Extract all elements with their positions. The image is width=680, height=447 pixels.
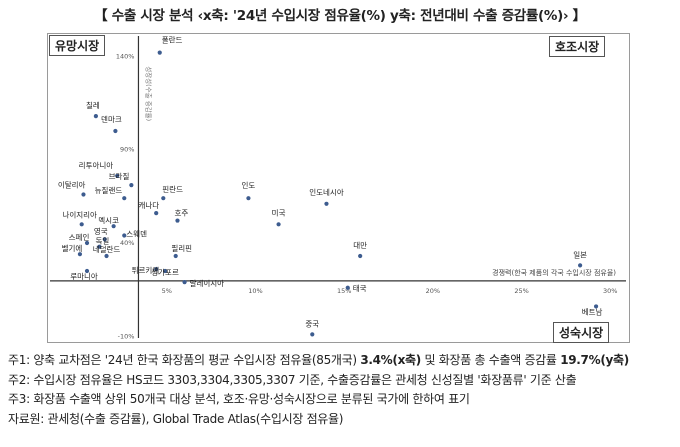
data-point bbox=[358, 253, 363, 259]
data-point-label: 미국 bbox=[272, 208, 286, 217]
y-tick-label: 90% bbox=[120, 146, 134, 154]
footnote-1-mid: 및 화장품 총 수출액 증감률 bbox=[420, 353, 561, 367]
data-point bbox=[345, 285, 350, 290]
data-point-label: 브라질 bbox=[109, 172, 130, 181]
data-point-label: 독일 bbox=[96, 237, 110, 246]
data-point-label: 싱가포르 bbox=[151, 267, 179, 277]
data-point-label: 말레이시아 bbox=[190, 278, 225, 288]
data-point bbox=[102, 237, 107, 242]
data-point bbox=[115, 173, 120, 178]
y-tick-label: -10% bbox=[118, 332, 135, 340]
data-point bbox=[161, 196, 166, 201]
x-tick-label: 15% bbox=[337, 287, 351, 295]
data-point bbox=[104, 253, 109, 259]
footnote-1-y-value: 19.7%(y축) bbox=[560, 353, 629, 367]
quadrant-label-mature: 성숙시장 bbox=[553, 322, 610, 343]
data-point bbox=[246, 196, 251, 201]
data-point-label: 스웨덴 bbox=[126, 230, 147, 239]
y-axis-label: 성장성(수출 증감률) bbox=[144, 66, 153, 121]
data-point bbox=[129, 183, 134, 188]
data-point-label: 뉴질랜드 bbox=[95, 185, 123, 195]
footnote-1-x-value: 3.4%(x축) bbox=[360, 353, 421, 367]
data-point bbox=[157, 50, 162, 55]
x-tick-label: 10% bbox=[248, 287, 262, 295]
footnote-1-text: 주1: 양축 교차점은 '24년 한국 화장품의 평균 수입시장 점유율(85개… bbox=[8, 353, 361, 367]
footnote-2: 주2: 수입시장 점유율은 HS코드 3303,3304,3305,3307 기… bbox=[8, 372, 577, 387]
data-point-label: 멕시코 bbox=[98, 215, 119, 225]
data-point bbox=[578, 263, 583, 268]
data-point bbox=[182, 280, 187, 285]
data-point-label: 필리핀 bbox=[171, 243, 192, 253]
x-tick-label: 30% bbox=[603, 287, 617, 295]
chart-title: 【 수출 시장 분석 ‹x축: '24년 수입시장 점유율(%) y축: 전년대… bbox=[94, 8, 586, 24]
footnote-source: 자료원: 관세청(수출 증감률), Global Trade Atlas(수입시… bbox=[8, 411, 344, 426]
data-point-label: 태국 bbox=[353, 284, 367, 293]
data-point-label: 나이지리아 bbox=[62, 209, 97, 219]
footnote-3: 주3: 화장품 수출액 상위 50개국 대상 분석, 호조·유망·성숙시장으로 … bbox=[8, 392, 470, 406]
y-tick-label: 40% bbox=[120, 239, 134, 247]
data-point bbox=[97, 244, 102, 249]
data-point-label: 스페인 bbox=[69, 232, 90, 242]
data-point-label: 이탈리아 bbox=[58, 179, 86, 189]
data-point-label: 캐나다 bbox=[138, 201, 159, 210]
x-tick-label: 20% bbox=[426, 287, 440, 295]
data-point bbox=[324, 201, 329, 206]
data-point-label: 인도네시아 bbox=[309, 187, 344, 197]
data-point-label: 벨기에 bbox=[62, 244, 83, 253]
chart-frame bbox=[47, 33, 630, 343]
data-point-label: 중국 bbox=[305, 319, 319, 328]
quadrant-label-promising: 유망시장 bbox=[49, 35, 106, 56]
data-point bbox=[79, 222, 84, 227]
data-point-label: 핀란드 bbox=[162, 184, 183, 194]
x-tick-label: 5% bbox=[162, 287, 172, 295]
data-point-label: 튀르키예 bbox=[132, 265, 160, 275]
data-point bbox=[276, 222, 281, 227]
data-point-label: 덴마크 bbox=[101, 115, 122, 124]
y-tick-label: 140% bbox=[116, 52, 135, 60]
footnote-1: 주1: 양축 교차점은 '24년 한국 화장품의 평균 수입시장 점유율(85개… bbox=[8, 351, 676, 371]
data-point-label: 칠레 bbox=[86, 101, 100, 110]
data-point-label: 폴란드 bbox=[162, 35, 183, 45]
data-point-label: 대만 bbox=[353, 241, 367, 250]
data-point bbox=[154, 266, 159, 272]
quadrant-label-booming: 호조시장 bbox=[549, 36, 606, 57]
data-point-label: 네덜란드 bbox=[93, 244, 121, 254]
data-point bbox=[162, 268, 168, 274]
data-point bbox=[122, 196, 127, 201]
data-point bbox=[84, 268, 90, 274]
data-point bbox=[122, 233, 127, 238]
data-point-label: 리투아니아 bbox=[79, 160, 114, 170]
data-point bbox=[310, 332, 315, 337]
data-point bbox=[81, 192, 86, 197]
data-point-label: 인도 bbox=[242, 180, 256, 190]
data-point bbox=[93, 113, 98, 119]
data-point bbox=[154, 211, 159, 216]
data-point bbox=[84, 240, 90, 246]
data-point-label: 호주 bbox=[174, 209, 188, 218]
data-point bbox=[175, 218, 180, 223]
data-point bbox=[173, 253, 178, 259]
data-point-label: 루마니아 bbox=[70, 271, 98, 281]
data-point bbox=[111, 224, 116, 229]
data-point bbox=[77, 252, 83, 257]
x-axis-label: 경쟁력(한국 제품의 각국 수입시장 점유율) bbox=[492, 268, 616, 277]
data-point-label: 베트남 bbox=[582, 307, 603, 316]
footnotes: 주1: 양축 교차점은 '24년 한국 화장품의 평균 수입시장 점유율(85개… bbox=[8, 351, 676, 429]
data-point-label: 일본 bbox=[573, 250, 587, 259]
x-tick-label: 25% bbox=[514, 287, 528, 295]
data-point bbox=[593, 304, 599, 309]
data-point-label: 영국 bbox=[94, 226, 108, 236]
data-point bbox=[113, 128, 118, 134]
